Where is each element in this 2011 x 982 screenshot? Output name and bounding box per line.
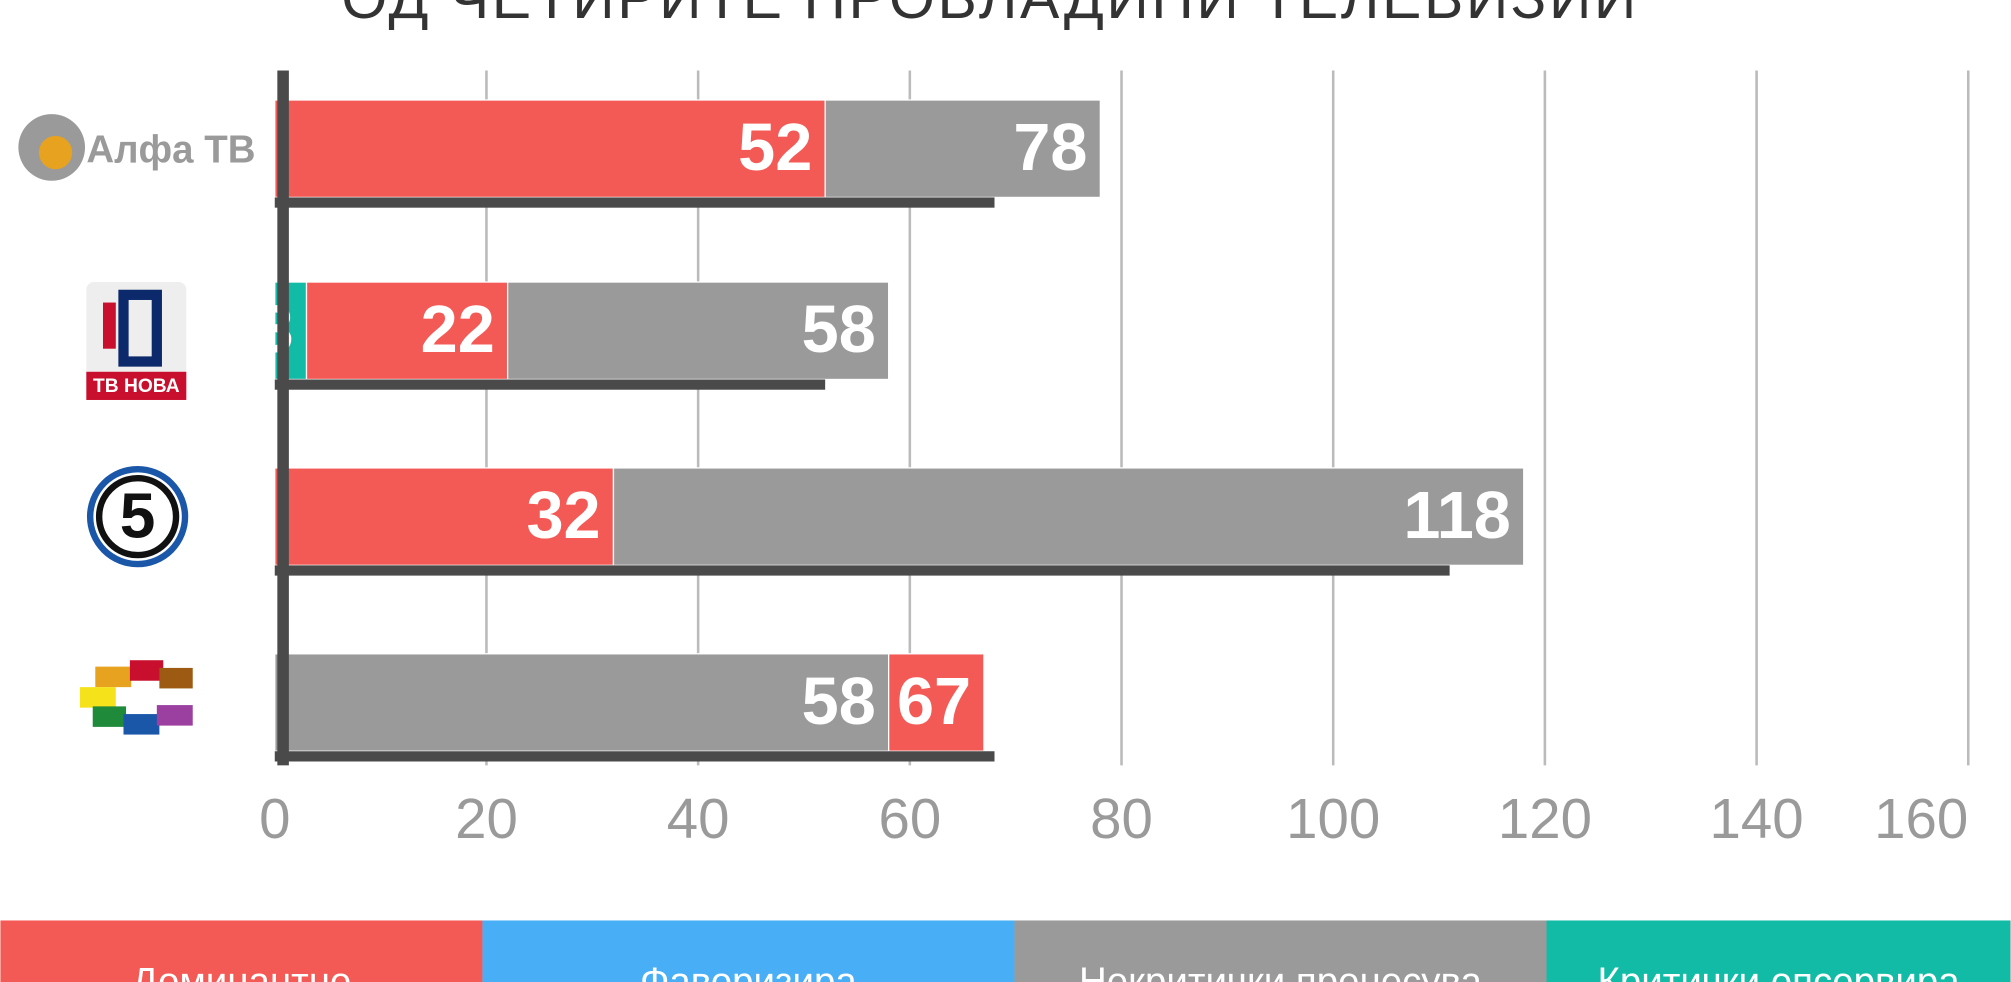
logos: [18, 114, 193, 735]
x-tick-label: 40: [667, 787, 730, 850]
legend-swatch: [1546, 920, 2011, 982]
logo-shape: [38, 135, 73, 170]
data-label: 22: [421, 293, 495, 367]
chart-title: ОД ЧЕТИРИТЕ ПРОВЛАДИНИ ТЕЛЕВИЗИИ: [341, 0, 1639, 31]
underline-bar: [274, 565, 1450, 576]
x-tick-label: 20: [455, 787, 518, 850]
bar-segment: [612, 467, 1525, 566]
logo-shape: [159, 667, 193, 689]
legend-swatch: [482, 920, 1015, 982]
bar-segment: [506, 281, 890, 381]
data-label: 52: [738, 111, 812, 185]
logo-shape: [79, 687, 116, 708]
bar-segment: [888, 653, 985, 752]
logo-shape: [156, 705, 193, 726]
bar-segment: [274, 99, 826, 199]
bar-segment: [274, 653, 890, 752]
y-axis-line: [277, 70, 289, 766]
x-tick-label: 140: [1710, 787, 1804, 850]
category-label: Алфа ТВ: [86, 129, 255, 172]
underline-bar: [274, 379, 826, 390]
logo-shape: [86, 371, 187, 400]
x-tick-label: 80: [1090, 787, 1153, 850]
legend-swatch: [1014, 920, 1547, 982]
legend-label: Критички опсервира: [1597, 961, 1960, 982]
logo-shape: [123, 714, 160, 735]
x-tick-label: 0: [259, 787, 290, 850]
data-label: 118: [1403, 479, 1511, 553]
category-label: 5: [120, 479, 156, 551]
logo-shape: [118, 289, 162, 367]
logo-shape: [92, 706, 127, 727]
logo-shape: [95, 666, 132, 688]
data-label: 78: [1013, 111, 1087, 185]
x-tick-label: 60: [878, 787, 941, 850]
x-tick-label: 160: [1874, 787, 1968, 850]
legend-swatch: [0, 920, 483, 982]
data-label: 67: [897, 665, 971, 739]
underline-bar: [274, 751, 995, 762]
x-tick-label: 100: [1286, 787, 1380, 850]
x-tick-label: 120: [1498, 787, 1592, 850]
legend-label: Доминантно: [132, 961, 352, 982]
data-label: 58: [802, 665, 876, 739]
legend-label: Фаворизира: [640, 961, 857, 982]
data-label: 58: [802, 293, 876, 367]
logo-shape: [95, 474, 180, 559]
legend-label: Некритички пренесува: [1079, 961, 1482, 982]
logo-shape: [102, 302, 116, 349]
underline-bar: [274, 197, 995, 208]
logo-shape: [129, 660, 164, 681]
data-label: 32: [526, 479, 600, 553]
bar-segment: [305, 281, 509, 381]
category-label: ТВ НОВА: [93, 376, 180, 397]
